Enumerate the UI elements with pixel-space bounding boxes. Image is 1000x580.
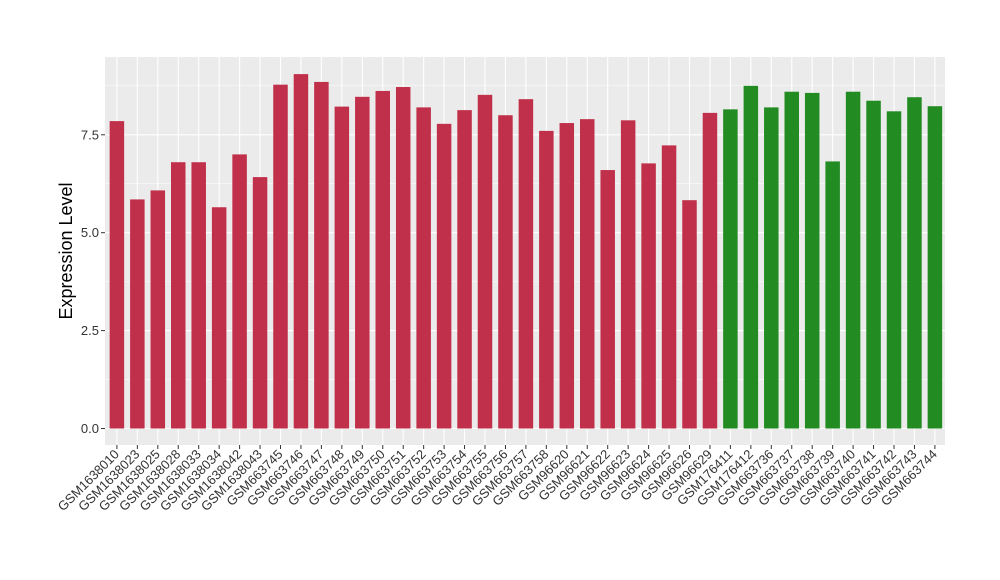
bar-GSM663749 [355, 96, 370, 429]
x-axis: GSM1638010GSM1638023GSM1638025GSM1638028… [55, 445, 940, 514]
bar-GSM96622 [600, 170, 615, 429]
bar-GSM663754 [457, 110, 472, 429]
bar-GSM96621 [580, 119, 595, 429]
bar-GSM1638025 [150, 190, 166, 429]
bar-GSM663744 [927, 106, 943, 429]
bar-GSM663736 [764, 107, 779, 429]
y-axis-title: Expression Level [56, 182, 76, 319]
bar-GSM96629 [702, 112, 718, 429]
y-tick-label: 0.0 [81, 421, 99, 436]
bar-GSM663756 [498, 115, 513, 429]
y-tick-label: 2.5 [81, 323, 99, 338]
bar-GSM96624 [641, 163, 656, 429]
bar-GSM663738 [804, 92, 820, 429]
y-tick-label: 7.5 [81, 127, 99, 142]
bar-GSM663751 [395, 87, 411, 429]
bars [109, 74, 943, 429]
bar-GSM663755 [477, 94, 493, 429]
bar-GSM96625 [661, 145, 677, 429]
bar-GSM663737 [784, 91, 799, 429]
bar-GSM96626 [682, 200, 697, 429]
bar-GSM1638010 [109, 121, 125, 429]
bar-GSM663743 [907, 97, 922, 429]
bar-GSM663747 [314, 81, 329, 429]
bar-GSM96623 [620, 120, 636, 429]
bar-GSM663742 [886, 111, 902, 429]
bar-GSM663752 [416, 107, 431, 429]
bar-GSM663758 [539, 130, 554, 429]
bar-GSM176412 [743, 85, 759, 429]
bar-GSM1638028 [171, 162, 186, 429]
bar-GSM663745 [273, 84, 288, 429]
bar-GSM663740 [845, 91, 861, 429]
bar-GSM1638033 [191, 162, 206, 429]
y-tick-label: 5.0 [81, 225, 99, 240]
bar-GSM663748 [334, 106, 350, 429]
bar-GSM1638042 [232, 154, 247, 429]
bar-GSM663753 [436, 123, 452, 429]
bar-GSM1638023 [130, 199, 145, 429]
y-axis: 0.0 2.5 5.0 7.5 [81, 127, 105, 436]
bar-GSM663750 [375, 90, 390, 429]
bar-GSM176411 [723, 109, 738, 429]
bar-GSM663757 [518, 99, 534, 429]
bar-GSM663739 [825, 161, 840, 429]
bar-GSM663741 [866, 100, 881, 429]
bar-GSM96620 [559, 123, 575, 429]
bar-GSM1638043 [252, 177, 268, 429]
bar-GSM1638034 [211, 207, 227, 429]
bar-GSM663746 [293, 74, 309, 429]
